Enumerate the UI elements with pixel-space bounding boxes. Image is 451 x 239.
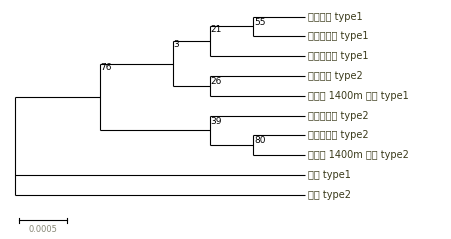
Text: 0.0005: 0.0005 [28, 225, 57, 234]
Text: 다도해곰취 type2: 다도해곰취 type2 [307, 130, 368, 140]
Text: 55: 55 [253, 17, 265, 27]
Text: 21: 21 [210, 25, 221, 34]
Text: 한대미곰취 type2: 한대미곰취 type2 [307, 111, 368, 120]
Text: 한라산 1400m 곰취 type1: 한라산 1400m 곰취 type1 [307, 91, 408, 101]
Text: 한택곰취 type1: 한택곰취 type1 [307, 11, 362, 22]
Text: 76: 76 [100, 63, 111, 71]
Text: 다도해곰취 type1: 다도해곰취 type1 [307, 51, 368, 61]
Text: 80: 80 [253, 136, 265, 145]
Text: 곰취 type1: 곰취 type1 [307, 170, 350, 180]
Text: 곰취 type2: 곰취 type2 [307, 190, 350, 200]
Text: 한택곰취 type2: 한택곰취 type2 [307, 71, 362, 81]
Text: 26: 26 [210, 77, 221, 86]
Text: 3: 3 [173, 40, 179, 49]
Text: 39: 39 [210, 117, 221, 125]
Text: 한라산 1400m 곰취 type2: 한라산 1400m 곰취 type2 [307, 150, 408, 160]
Text: 한대미곰취 type1: 한대미곰취 type1 [307, 31, 368, 41]
